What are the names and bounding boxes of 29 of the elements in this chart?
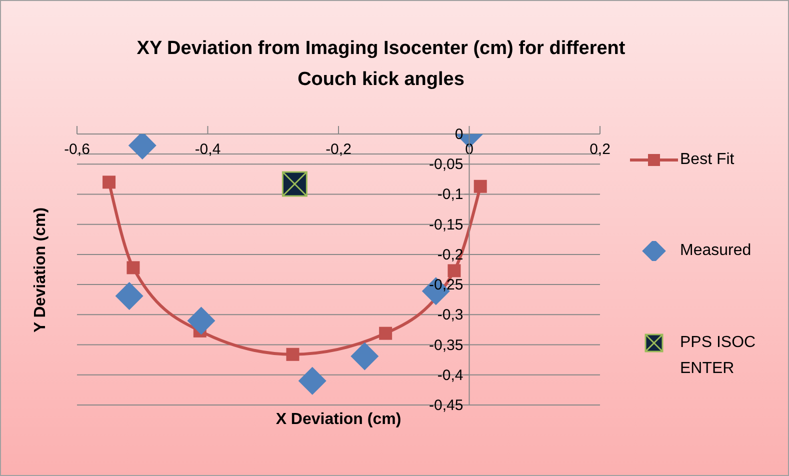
legend-label: Measured [680,241,752,262]
point [298,366,326,395]
point [115,282,144,310]
point [286,348,300,361]
legend-label: PPS ISOCENTER [680,332,757,379]
y-tick-label: -0,3 [437,306,464,324]
x-axis-title: X Deviation (cm) [276,411,402,428]
point [126,261,140,274]
y-axis-title: Y Deviation (cm) [32,206,50,332]
y-tick-label: -0,45 [429,397,464,414]
point [350,342,379,370]
chart-title: XY Deviation from Imaging Isocenter (cm) for different Couch kick angles [136,37,626,92]
y-tick-label: -0,4 [437,366,464,384]
legend-label: Best Fit [680,150,736,170]
point [102,176,116,189]
point [282,171,308,197]
x-tick-label: -0,6 [64,141,90,158]
y-tick-label: -0,35 [429,336,464,354]
y-tick-label: -0,15 [429,216,464,234]
x-tick-label: -0,4 [194,141,221,158]
point [187,306,216,335]
point [474,180,487,193]
y-tick-label: -0,05 [429,156,464,174]
point [448,264,461,278]
point [379,326,392,340]
x-tick-label: 0,2 [590,141,610,158]
y-tick-label: -0,1 [437,186,464,204]
y-tick-label: -0,2 [437,246,464,264]
x-tick-label: -0,2 [326,141,352,158]
